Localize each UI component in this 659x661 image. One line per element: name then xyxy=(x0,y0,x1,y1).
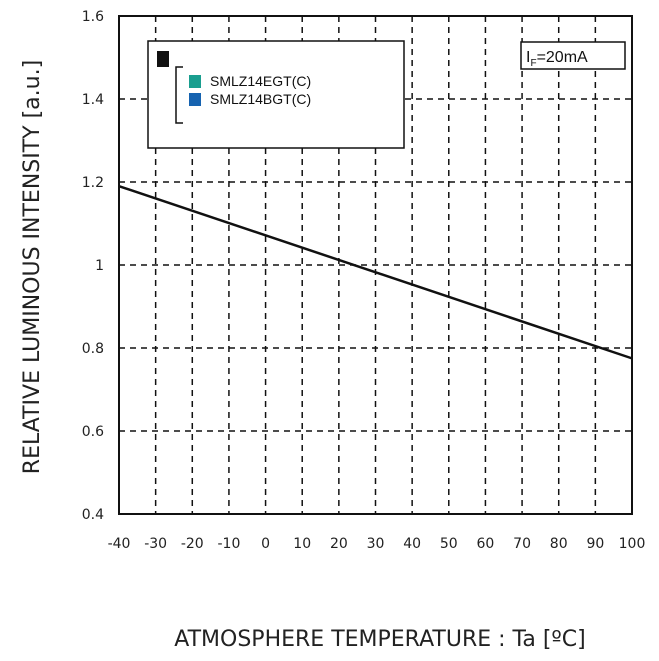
y-tick-label: 1 xyxy=(95,258,104,274)
y-tick-label: 1.6 xyxy=(82,9,104,25)
x-tick-label: 50 xyxy=(440,536,458,552)
x-tick-label: 20 xyxy=(330,536,348,552)
x-tick-label: 60 xyxy=(477,536,495,552)
legend-label-bgt: SMLZ14BGT(C) xyxy=(210,91,311,107)
condition-box: IF=20mA xyxy=(520,41,626,70)
y-tick-label: 0.6 xyxy=(82,424,104,440)
x-tick-label: 80 xyxy=(550,536,568,552)
x-tick-label: -20 xyxy=(181,536,204,552)
y-tick-label: 0.8 xyxy=(82,341,104,357)
legend-black-marker xyxy=(157,51,169,67)
x-tick-label: 100 xyxy=(619,536,646,552)
x-tick-label: 10 xyxy=(293,536,311,552)
y-tick-labels: 0.4 0.6 0.8 1 1.2 1.4 1.6 xyxy=(82,9,104,523)
x-tick-label: -30 xyxy=(144,536,167,552)
x-tick-label: 90 xyxy=(586,536,604,552)
x-tick-label: -10 xyxy=(217,536,240,552)
x-tick-labels: -40 -30 -20 -10 0 10 20 30 40 50 60 70 80 90 100 xyxy=(108,536,646,552)
legend-label-egt: SMLZ14EGT(C) xyxy=(210,73,311,89)
x-tick-label: 40 xyxy=(403,536,421,552)
x-tick-label: 0 xyxy=(261,536,270,552)
x-tick-label: -40 xyxy=(108,536,131,552)
series-layer xyxy=(118,184,633,360)
y-axis-title: RELATIVE LUMINOUS INTENSITY [a.u.] xyxy=(20,60,45,474)
legend: SMLZ14EGT(C) SMLZ14BGT(C) xyxy=(147,40,405,149)
condition-frame xyxy=(520,41,626,70)
legend-swatch-bgt xyxy=(189,93,201,106)
x-axis-title: ATMOSPHERE TEMPERATURE : Ta [ºC] xyxy=(174,627,585,652)
x-tick-label: 30 xyxy=(367,536,385,552)
y-tick-label: 1.4 xyxy=(82,92,104,108)
y-tick-label: 0.4 xyxy=(82,507,104,523)
series-line xyxy=(118,184,633,360)
y-tick-label: 1.2 xyxy=(82,175,104,191)
condition-label: IF=20mA xyxy=(526,49,588,69)
legend-swatch-egt xyxy=(189,75,201,88)
plot-frame xyxy=(118,15,633,515)
x-tick-label: 70 xyxy=(513,536,531,552)
legend-bracket xyxy=(175,66,183,124)
